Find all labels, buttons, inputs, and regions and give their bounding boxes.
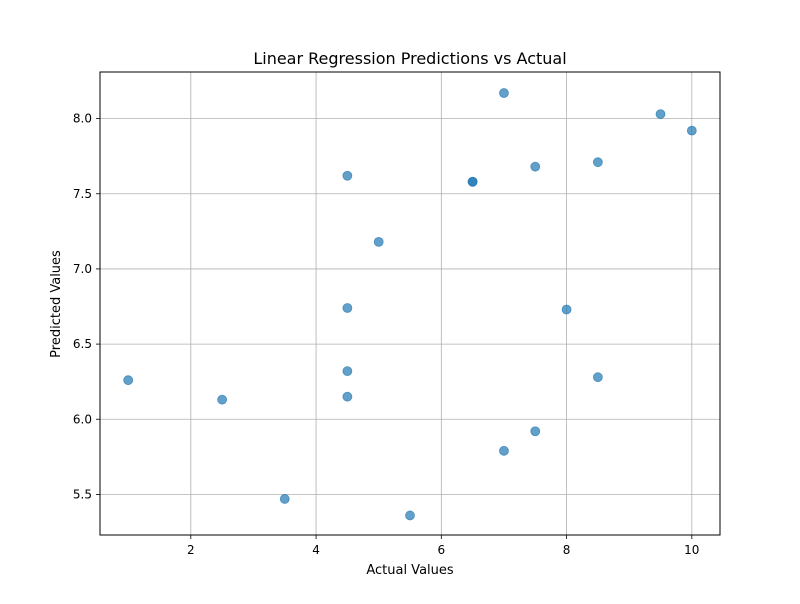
scatter-point	[373, 236, 384, 247]
scatter-point	[342, 170, 353, 181]
y-axis-ticks: 5.5 6.0 6.5 7.0 7.5 8.0	[73, 112, 100, 501]
x-tick-label: 6	[437, 543, 445, 557]
scatter-point	[342, 303, 353, 313]
scatter-point	[405, 510, 415, 521]
scatter-point	[279, 494, 290, 504]
x-axis-label: Actual Values	[366, 563, 454, 578]
scatter-point	[467, 176, 478, 187]
scatter-point	[499, 88, 509, 98]
grid	[100, 72, 720, 535]
scatter-point	[123, 375, 134, 386]
scatter-point	[342, 391, 353, 402]
y-tick-label: 6.0	[73, 412, 92, 426]
scatter-point	[655, 109, 666, 119]
x-tick-label: 4	[312, 543, 320, 557]
x-tick-label: 10	[684, 543, 699, 557]
x-axis-ticks: 2 4 6 8 10	[187, 535, 699, 557]
y-tick-label: 8.0	[73, 112, 92, 126]
scatter-point	[530, 161, 541, 172]
chart-title: Linear Regression Predictions vs Actual	[253, 49, 566, 68]
y-tick-label: 5.5	[73, 487, 92, 501]
x-tick-label: 2	[187, 543, 195, 557]
scatter-point	[561, 304, 572, 315]
scatter-point	[342, 366, 353, 377]
scatter-point	[686, 125, 697, 136]
axes-frame	[99, 71, 721, 536]
scatter-point	[217, 394, 228, 405]
scatter-point	[592, 372, 603, 383]
x-tick-label: 8	[563, 543, 571, 557]
y-tick-label: 7.5	[73, 187, 92, 201]
y-tick-label: 6.5	[73, 337, 92, 351]
scatter-point	[530, 426, 541, 437]
scatter-point	[592, 157, 603, 168]
data-points	[123, 88, 697, 521]
y-axis-label: Predicted Values	[49, 250, 64, 358]
scatter-point	[499, 445, 509, 456]
y-tick-label: 7.0	[73, 262, 92, 276]
